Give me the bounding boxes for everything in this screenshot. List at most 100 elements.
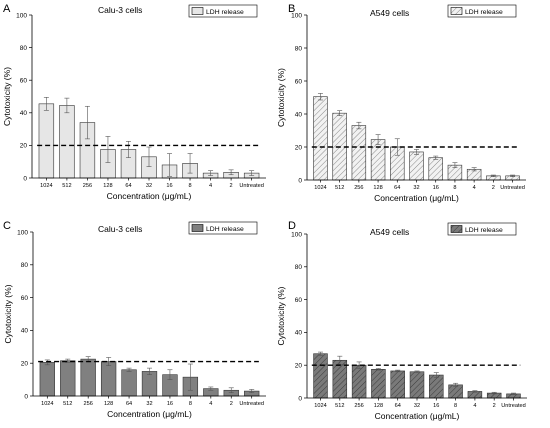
x-tick-label: 256 [354, 185, 363, 191]
y-axis-title: Cytotoxicity (%) [276, 286, 286, 345]
x-axis-title: Concentration (μg/mL) [374, 193, 459, 203]
bar [121, 369, 137, 397]
y-tick-label: 60 [20, 78, 28, 85]
y-tick-label: 60 [21, 295, 29, 302]
x-tick-label: 8 [188, 183, 191, 189]
bar [59, 105, 75, 179]
y-tick-label: 0 [23, 175, 27, 182]
legend-swatch [450, 7, 463, 15]
x-tick-label: 64 [125, 183, 131, 189]
y-axis-title: Cytotoxicity (%) [3, 284, 13, 343]
x-tick-label: 16 [433, 403, 439, 409]
bar [371, 368, 386, 399]
x-tick-label: 16 [433, 185, 439, 191]
y-tick-label: 0 [298, 177, 302, 184]
legend-box [188, 221, 258, 235]
x-tick-label: 128 [373, 185, 382, 191]
legend: LDH release [447, 222, 517, 236]
x-tick-label: 64 [394, 185, 400, 191]
bar [38, 103, 55, 179]
legend: LDH release [447, 4, 517, 18]
bar [313, 96, 328, 181]
y-axis-title: Cytotoxicity (%) [276, 68, 286, 127]
y-tick-label: 100 [16, 12, 27, 19]
y-tick-label: 80 [21, 262, 29, 269]
x-tick-label: 32 [146, 183, 152, 189]
legend: LDH release [188, 221, 258, 235]
bar [429, 374, 444, 399]
y-tick-label: 40 [295, 330, 303, 337]
legend-box [188, 4, 258, 18]
bar [100, 361, 117, 397]
x-tick-label: 16 [167, 401, 173, 407]
x-tick-label: 32 [146, 401, 152, 407]
legend-swatch [450, 225, 463, 233]
y-tick-label: 80 [295, 45, 303, 52]
y-tick-label: 80 [20, 45, 28, 52]
bar [351, 125, 367, 181]
y-tick-label: 0 [298, 395, 302, 402]
y-tick-label: 60 [295, 297, 303, 304]
x-tick-label: Untreated [501, 403, 526, 409]
bar [428, 157, 443, 181]
chart-panel: D A549 cells LDH release 0 20 40 60 80 100 1024 51… [276, 220, 527, 421]
x-tick-label: 4 [473, 185, 476, 191]
chart-panel: A Calu-3 cells LDH release 0 20 40 60 80 100 1024… [2, 3, 266, 201]
legend-label: LDH release [206, 9, 244, 16]
x-tick-label: 128 [104, 401, 113, 407]
x-tick-label: 256 [84, 401, 93, 407]
panel-letter: B [288, 3, 295, 15]
legend-swatch [191, 224, 204, 232]
bar [448, 384, 463, 399]
x-tick-label: 1024 [314, 185, 326, 191]
bar [351, 364, 367, 399]
x-tick-label: 1024 [41, 401, 53, 407]
legend-box [447, 222, 517, 236]
x-tick-label: 32 [414, 403, 420, 409]
x-tick-label: 8 [454, 403, 457, 409]
chart-panel: C Calu-3 cells LDH release 0 20 40 60 80 100 1024… [3, 220, 266, 419]
panel-letter: C [3, 220, 11, 232]
x-tick-label: 512 [63, 401, 72, 407]
bar [409, 371, 425, 399]
x-tick-label: 8 [189, 401, 192, 407]
x-tick-label: Untreated [239, 401, 264, 407]
y-tick-label: 0 [24, 393, 28, 400]
x-tick-label: 128 [374, 403, 383, 409]
panel-title: Calu-3 cells [98, 5, 142, 15]
x-tick-label: 2 [493, 403, 496, 409]
x-tick-label: 1024 [314, 403, 326, 409]
x-tick-label: 512 [62, 183, 71, 189]
x-tick-label: 4 [209, 183, 212, 189]
legend-label: LDH release [465, 9, 503, 16]
x-tick-label: 512 [335, 185, 344, 191]
x-tick-label: 4 [473, 403, 476, 409]
y-tick-label: 60 [295, 78, 303, 85]
panel-letter: D [288, 220, 296, 232]
bar [313, 353, 328, 399]
y-tick-label: 100 [291, 12, 302, 19]
x-tick-label: 8 [453, 185, 456, 191]
bar [80, 358, 96, 397]
x-tick-label: 64 [395, 403, 401, 409]
legend-label: LDH release [465, 227, 503, 234]
chart-panel: B A549 cells LDH release 0 20 40 60 80 100 1024 51… [276, 3, 526, 203]
y-tick-label: 100 [17, 229, 28, 236]
y-tick-label: 20 [295, 144, 303, 151]
x-tick-label: 256 [354, 403, 363, 409]
x-tick-label: Untreated [500, 185, 525, 191]
x-axis-title: Concentration (μg/mL) [375, 411, 460, 421]
x-tick-label: 64 [126, 401, 132, 407]
x-tick-label: 128 [103, 183, 112, 189]
bar [409, 151, 424, 181]
y-tick-label: 20 [20, 143, 28, 150]
panel-title: A549 cells [370, 227, 409, 237]
y-tick-label: 40 [21, 328, 29, 335]
bar [390, 370, 405, 399]
x-tick-label: 1024 [40, 183, 52, 189]
legend: LDH release [188, 4, 258, 18]
panel-letter: A [3, 3, 11, 15]
y-tick-label: 40 [295, 111, 303, 118]
legend-box [447, 4, 517, 18]
